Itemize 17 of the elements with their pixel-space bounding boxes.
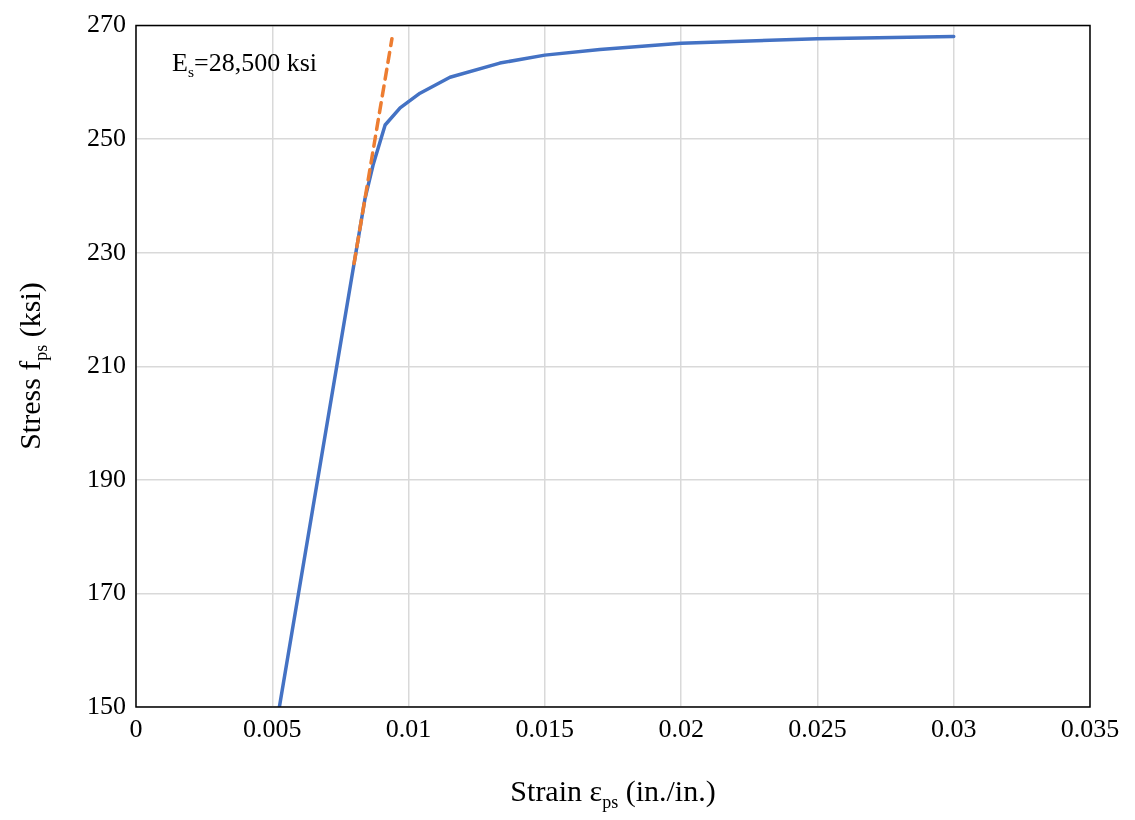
y-tick-label: 250 [87, 122, 126, 152]
x-tick-label: 0.005 [243, 714, 302, 744]
x-tick-label: 0.025 [788, 714, 847, 744]
x-tick-label: 0.015 [515, 714, 575, 744]
y-tick-label: 270 [87, 9, 126, 39]
x-tick-label: 0.02 [658, 714, 704, 744]
y-tick-label: 150 [87, 690, 126, 720]
x-tick-label: 0 [129, 714, 143, 744]
y-tick-label: 230 [87, 236, 126, 266]
x-tick-label: 0.035 [1060, 714, 1120, 744]
y-tick-label: 190 [87, 463, 126, 493]
x-tick-label: 0.01 [385, 714, 432, 744]
y-tick-label: 170 [87, 577, 126, 607]
x-tick-label: 0.03 [930, 714, 977, 744]
annotation: E$_{s}$=28,500 ksi [172, 47, 317, 81]
x-axis-title: Strain ε$_{ps}$ (in./in.) [510, 774, 716, 813]
y-tick-label: 210 [87, 350, 126, 380]
